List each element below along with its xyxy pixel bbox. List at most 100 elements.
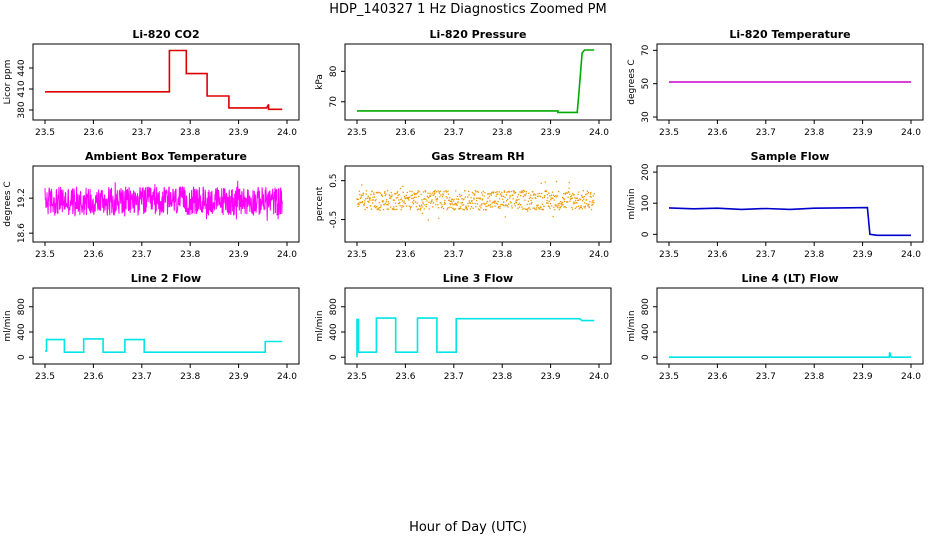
x-tick-label: 23.8 [492, 372, 512, 382]
data-point [584, 205, 587, 208]
data-point [482, 198, 484, 200]
data-point [430, 202, 432, 204]
y-tick-label: 410 [17, 80, 27, 97]
data-point [572, 192, 574, 195]
data-point [503, 190, 505, 192]
data-point [496, 191, 498, 193]
data-point [544, 181, 547, 183]
data-point [490, 193, 492, 195]
data-point [541, 197, 544, 199]
data-point [538, 195, 540, 197]
y-tick-label: 18.6 [17, 223, 27, 243]
data-point [480, 207, 482, 209]
data-point [593, 202, 595, 204]
data-point [358, 190, 361, 192]
data-point [425, 203, 428, 206]
data-point [369, 199, 371, 201]
data-point [439, 196, 441, 198]
data-point [451, 198, 453, 201]
x-tick-label: 23.7 [756, 128, 776, 138]
data-point [398, 202, 401, 204]
data-point [372, 199, 374, 201]
data-point [558, 202, 561, 205]
data-point [590, 208, 593, 211]
panel-4: Gas Stream RH percent -0.5 0.5 23.5 23.6 23.7 2… [315, 150, 612, 260]
x-tick-label: 23.9 [541, 372, 561, 382]
data-point [409, 190, 411, 192]
data-point [521, 208, 524, 210]
data-point [532, 207, 534, 209]
data-point [513, 203, 516, 205]
data-point [369, 197, 371, 199]
data-point [367, 195, 369, 197]
data-point [419, 209, 422, 211]
data-point [414, 201, 417, 203]
x-tick-label: 23.6 [395, 372, 415, 382]
data-point [509, 201, 512, 203]
data-point [391, 196, 393, 198]
data-point [358, 202, 360, 204]
data-point [401, 200, 404, 202]
x-tick-label: 23.7 [132, 250, 152, 260]
data-point [536, 205, 538, 207]
data-point [566, 201, 568, 203]
data-point [554, 205, 557, 207]
data-point [449, 202, 451, 205]
data-point [409, 208, 411, 210]
data-point [420, 207, 422, 209]
data-point [522, 189, 525, 192]
data-point [507, 190, 510, 193]
data-point [491, 192, 493, 194]
data-point [455, 190, 457, 192]
y-axis-label: Licor ppm [3, 60, 13, 105]
data-point [567, 196, 569, 198]
data-point [516, 200, 518, 202]
data-point [539, 195, 542, 198]
data-point [377, 207, 380, 209]
data-point [429, 192, 431, 194]
data-point [510, 190, 513, 193]
data-point [566, 192, 569, 194]
data-point [535, 207, 538, 209]
data-point [577, 193, 579, 196]
data-point [563, 206, 565, 208]
data-point [448, 206, 450, 209]
data-point [438, 217, 440, 219]
data-point [489, 200, 491, 202]
y-tick-label: 440 [17, 59, 27, 76]
data-point [386, 203, 388, 206]
data-point [407, 196, 410, 199]
data-point [587, 192, 590, 194]
data-point [529, 196, 532, 199]
data-point [423, 208, 425, 210]
data-point [362, 194, 364, 196]
x-tick-label: 23.6 [83, 128, 103, 138]
data-point [377, 192, 379, 194]
data-point [454, 208, 457, 210]
data-point [453, 208, 455, 210]
data-point [445, 190, 447, 192]
panel-title: Li-820 Temperature [729, 28, 850, 41]
data-point [469, 202, 471, 204]
x-tick-label: 24.0 [589, 372, 609, 382]
data-point [450, 203, 452, 206]
data-point [369, 205, 372, 207]
data-point [468, 194, 470, 196]
data-point [558, 208, 560, 211]
data-point [451, 202, 453, 204]
data-point [552, 197, 554, 199]
data-point [453, 209, 456, 211]
panel-5: Sample Flow ml/min 0 100 200 23.5 23.6 23.7 23.8… [627, 150, 924, 260]
data-point [524, 194, 526, 197]
data-point [447, 193, 449, 195]
data-point [443, 203, 445, 206]
data-point [413, 192, 415, 194]
data-point [397, 203, 400, 205]
data-point [540, 182, 542, 184]
x-tick-label: 23.8 [492, 128, 512, 138]
x-tick-label: 24.0 [277, 128, 297, 138]
x-tick-label: 23.6 [707, 128, 727, 138]
data-point [462, 208, 464, 211]
data-point [552, 194, 555, 196]
data-point [536, 204, 538, 206]
